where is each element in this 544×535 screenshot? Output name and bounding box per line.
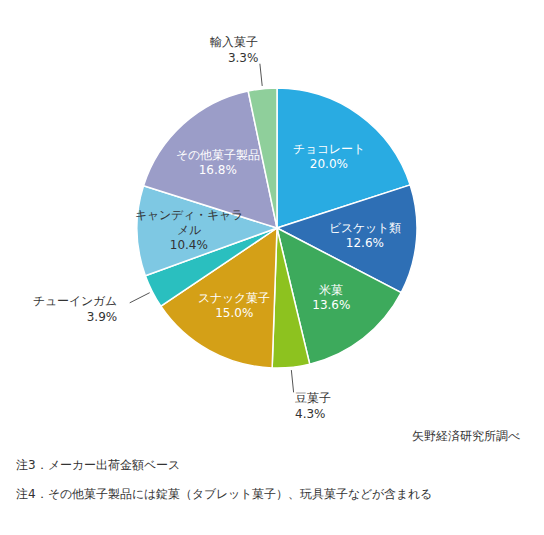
svg-text:3.3%: 3.3% (228, 51, 259, 65)
svg-text:米菓13.6%: 米菓13.6% (312, 283, 350, 312)
svg-text:豆菓子: 豆菓子 (295, 391, 331, 405)
svg-text:4.3%: 4.3% (295, 407, 326, 421)
svg-text:チョコレート20.0%: チョコレート20.0% (293, 142, 365, 171)
svg-text:その他菓子製品16.8%: その他菓子製品16.8% (176, 148, 260, 177)
html-text:矢野経済研究所調べ: 矢野経済研究所調べ (412, 429, 520, 443)
svg-text:チューインガム: チューインガム (33, 294, 117, 308)
svg-text:輸入菓子: 輸入菓子 (210, 35, 258, 49)
html-text:注4．その他菓子製品には錠菓（タブレット菓子）、玩具菓子など: 注4．その他菓子製品には錠菓（タブレット菓子）、玩具菓子などが含まれる (16, 487, 432, 501)
svg-text:スナック菓子15.0%: スナック菓子15.0% (198, 291, 270, 320)
svg-text:3.9%: 3.9% (87, 310, 118, 324)
html-text:注3．メーカー出荷金額ベース: 注3．メーカー出荷金額ベース (16, 458, 180, 472)
svg-text:ビスケット類12.6%: ビスケット類12.6% (329, 221, 401, 250)
svg-text:キャンディ・キャラメル10.4%: キャンディ・キャラメル10.4% (135, 208, 243, 252)
